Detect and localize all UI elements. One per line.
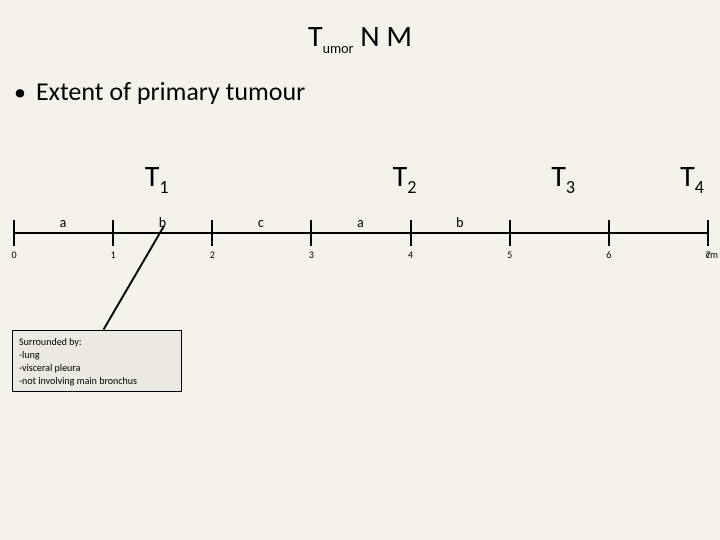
axis-tick xyxy=(608,220,610,246)
axis-unit: cm xyxy=(706,248,718,261)
axis-tick xyxy=(13,220,15,246)
axis-tick xyxy=(211,220,213,246)
axis-tick-label: 3 xyxy=(309,248,314,261)
axis-tick-label: 2 xyxy=(210,248,215,261)
stage-label: T1 xyxy=(145,158,169,198)
axis-tick xyxy=(410,220,412,246)
axis-tick-label: 0 xyxy=(11,248,16,261)
stage-sublabel: c xyxy=(258,214,264,231)
axis-tick-label: 5 xyxy=(507,248,512,261)
stage-sublabel: b xyxy=(456,214,463,231)
axis-line xyxy=(14,232,708,234)
axis-tick xyxy=(509,220,511,246)
stage-sublabel: a xyxy=(357,214,364,231)
callout-line: -not involving main bronchus xyxy=(19,374,175,387)
bullet-item: • Extent of primary tumour xyxy=(0,57,720,107)
axis-tick-label: 6 xyxy=(606,248,611,261)
slide-title: Tumor N M xyxy=(0,0,720,57)
stage-label: T3 xyxy=(551,158,575,198)
axis-tick xyxy=(310,220,312,246)
stage-label: T4 xyxy=(680,158,704,198)
callout-line: -lung xyxy=(19,348,175,361)
axis-tick xyxy=(112,220,114,246)
title-rest: N M xyxy=(353,18,412,55)
stage-sublabel: a xyxy=(60,214,67,231)
bullet-dot-icon: • xyxy=(14,81,26,105)
bullet-text: Extent of primary tumour xyxy=(36,75,305,107)
callout-line: -visceral pleura xyxy=(19,361,175,374)
callout-line: Surrounded by: xyxy=(19,335,175,348)
title-t: T xyxy=(308,18,323,55)
callout-box: Surrounded by:-lung-visceral pleura-not … xyxy=(12,330,182,392)
stage-label: T2 xyxy=(393,158,417,198)
title-sub: umor xyxy=(323,40,354,57)
axis-tick-label: 1 xyxy=(111,248,116,261)
axis-tick xyxy=(707,220,709,246)
axis-tick-label: 4 xyxy=(408,248,413,261)
